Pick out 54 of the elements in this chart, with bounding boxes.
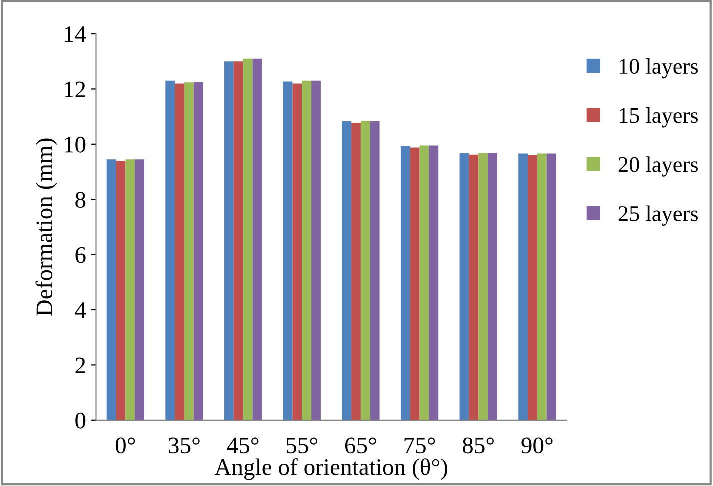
- legend-label: 25 layers: [618, 206, 698, 226]
- y-axis-title: Deformation (mm): [36, 138, 58, 316]
- bar: [283, 82, 293, 420]
- y-tick-label: 12: [65, 82, 86, 98]
- x-axis-title: Angle of orientation (θ°): [214, 458, 448, 480]
- bar: [243, 58, 253, 420]
- bar: [126, 160, 136, 420]
- y-tick-label: 4: [75, 302, 86, 318]
- bar: [518, 154, 528, 420]
- y-tick-label: 0: [76, 412, 86, 429]
- legend-label: 15 layers: [620, 108, 698, 128]
- y-tick-label: 2: [76, 358, 86, 374]
- bar: [429, 146, 439, 420]
- bar: [400, 146, 410, 420]
- bar: [312, 80, 321, 420]
- legend-label: 20 layers: [618, 156, 698, 177]
- bar: [352, 123, 361, 420]
- bar: [537, 154, 547, 420]
- bar: [252, 58, 262, 420]
- bar: [292, 84, 302, 420]
- bar: [194, 82, 204, 420]
- bar: [302, 80, 312, 420]
- bar: [175, 84, 184, 420]
- x-tick-label: 35°: [169, 438, 200, 454]
- x-tick-label: 45°: [227, 438, 259, 454]
- bar: [546, 154, 556, 420]
- bar: [370, 122, 380, 420]
- y-tick-label: 14: [65, 26, 86, 42]
- bar: [469, 154, 479, 420]
- x-tick-label: 0°: [116, 438, 136, 454]
- y-tick-label: 10: [65, 136, 86, 153]
- bar: [342, 122, 352, 420]
- x-tick-label: 75°: [404, 438, 436, 454]
- bar: [116, 160, 126, 420]
- x-tick-label: 90°: [522, 438, 553, 454]
- bar: [528, 155, 538, 420]
- x-tick-label: 65°: [345, 438, 376, 454]
- bar: [184, 82, 194, 420]
- y-tick-label: 8: [76, 192, 86, 208]
- bar: [460, 154, 470, 420]
- legend-label: 10 layers: [620, 58, 698, 79]
- bar: [166, 80, 176, 420]
- bar: [224, 62, 234, 420]
- bar: [488, 153, 498, 420]
- x-tick-label: 55°: [286, 438, 318, 454]
- x-tick-label: 85°: [462, 438, 494, 454]
- bar: [360, 120, 370, 420]
- bar: [420, 146, 430, 420]
- bar: [410, 148, 420, 420]
- bar: [234, 62, 244, 420]
- bar: [106, 160, 116, 420]
- bar: [135, 160, 144, 420]
- y-tick-label: 6: [76, 247, 86, 264]
- bar: [478, 153, 488, 420]
